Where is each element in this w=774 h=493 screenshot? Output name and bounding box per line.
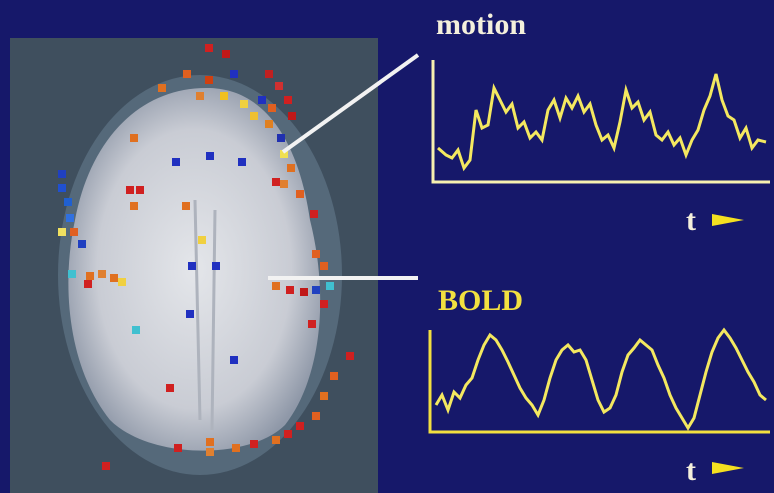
voxel — [232, 444, 240, 452]
voxel — [78, 240, 86, 248]
voxel — [222, 50, 230, 58]
voxel — [130, 134, 138, 142]
voxel — [296, 422, 304, 430]
voxel — [230, 356, 238, 364]
voxel — [172, 158, 180, 166]
voxel — [272, 282, 280, 290]
voxel — [286, 286, 294, 294]
voxel — [312, 286, 320, 294]
voxel — [230, 70, 238, 78]
time-label: t — [686, 454, 696, 487]
time-label: t — [686, 204, 696, 237]
voxel — [206, 448, 214, 456]
voxel — [288, 112, 296, 120]
voxel — [84, 280, 92, 288]
voxel — [265, 120, 273, 128]
voxel — [206, 438, 214, 446]
voxel — [268, 104, 276, 112]
voxel — [258, 96, 266, 104]
voxel — [212, 262, 220, 270]
voxel — [58, 228, 66, 236]
voxel — [284, 430, 292, 438]
motion-label: motion — [436, 8, 526, 41]
voxel — [326, 282, 334, 290]
voxel — [70, 228, 78, 236]
voxel — [280, 180, 288, 188]
voxel — [118, 278, 126, 286]
voxel — [126, 186, 134, 194]
voxel — [330, 372, 338, 380]
voxel — [188, 262, 196, 270]
voxel — [277, 134, 285, 142]
voxel — [58, 170, 66, 178]
voxel — [275, 82, 283, 90]
voxel — [265, 70, 273, 78]
voxel — [66, 214, 74, 222]
voxel — [272, 436, 280, 444]
voxel — [130, 202, 138, 210]
voxel — [320, 392, 328, 400]
voxel — [272, 178, 280, 186]
voxel — [308, 320, 316, 328]
voxel — [320, 300, 328, 308]
voxel — [284, 96, 292, 104]
voxel — [86, 272, 94, 280]
voxel — [312, 412, 320, 420]
voxel — [98, 270, 106, 278]
voxel — [183, 70, 191, 78]
voxel — [158, 84, 166, 92]
bold-label: BOLD — [438, 284, 523, 317]
voxel — [312, 250, 320, 258]
voxel — [102, 462, 110, 470]
voxel — [205, 44, 213, 52]
voxel — [287, 164, 295, 172]
voxel — [182, 202, 190, 210]
voxel — [58, 184, 66, 192]
voxel — [206, 152, 214, 160]
voxel — [250, 440, 258, 448]
voxel — [132, 326, 140, 334]
voxel — [346, 352, 354, 360]
voxel — [310, 210, 318, 218]
voxel — [174, 444, 182, 452]
voxel — [64, 198, 72, 206]
voxel — [320, 262, 328, 270]
voxel — [110, 274, 118, 282]
voxel — [220, 92, 228, 100]
voxel — [240, 100, 248, 108]
voxel — [136, 186, 144, 194]
voxel — [300, 288, 308, 296]
page: {"labels": {"motion": "motion", "bold": … — [0, 0, 774, 493]
voxel — [198, 236, 206, 244]
voxel — [196, 92, 204, 100]
voxel — [250, 112, 258, 120]
voxel — [296, 190, 304, 198]
voxel — [68, 270, 76, 278]
voxel — [238, 158, 246, 166]
voxel — [205, 76, 213, 84]
voxel — [186, 310, 194, 318]
voxel — [166, 384, 174, 392]
figure: motion t BOLD t — [0, 0, 774, 493]
